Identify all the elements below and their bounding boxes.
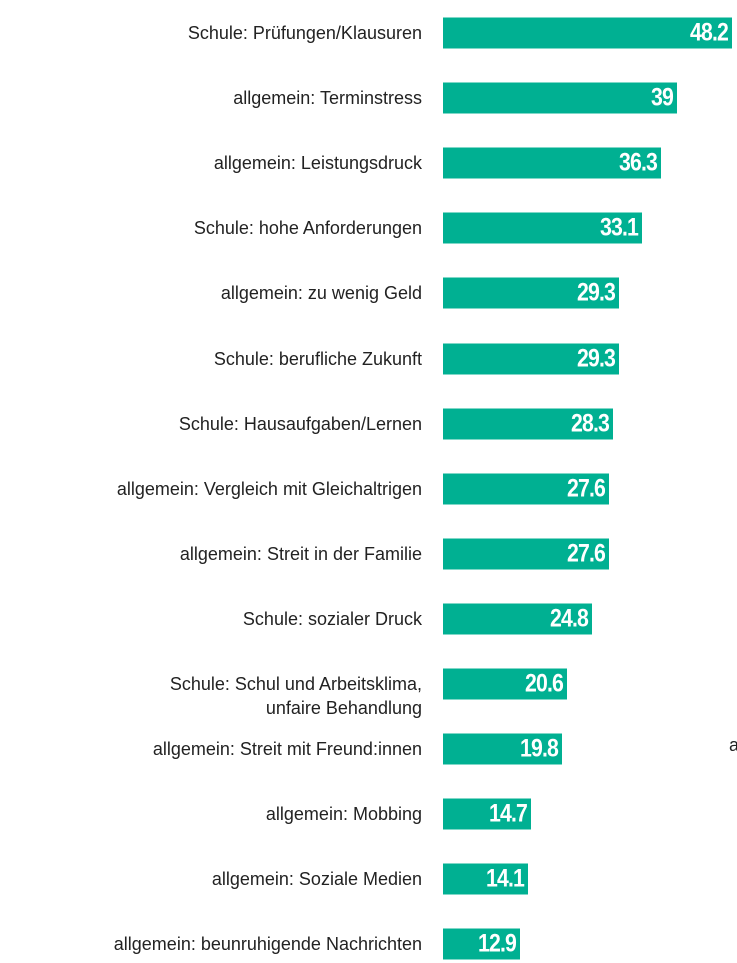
category-label: allgemein: Vergleich mit Gleichaltrigen — [116, 478, 422, 499]
category-label: Schule: hohe Anforderungen — [193, 218, 422, 239]
value-label: 14.7 — [489, 799, 528, 828]
category-label: allgemein: beunruhigende Nachrichten — [113, 934, 422, 955]
value-label: 48.2 — [690, 18, 729, 47]
bar — [443, 277, 619, 309]
category-label: allgemein: Mobbing — [265, 804, 422, 825]
value-label: 27.6 — [566, 539, 606, 568]
category-label: allgemein: Terminstress — [233, 88, 422, 109]
category-label: Schule: sozialer Druck — [242, 608, 422, 629]
bar — [443, 408, 613, 440]
bar — [443, 343, 619, 374]
bar — [443, 82, 677, 114]
bar — [443, 538, 609, 570]
value-label: 29.3 — [576, 344, 616, 372]
category-label: allgemein: Soziale Medien — [211, 869, 422, 890]
value-label: 33.1 — [599, 213, 639, 242]
category-label: Schule: Hausaufgaben/Lernen — [178, 413, 422, 434]
category-label: allgemein: Streit mit Freund:innen — [152, 739, 422, 760]
annotation: a — [729, 735, 737, 755]
value-label: 36.3 — [618, 148, 658, 177]
value-label: 28.3 — [570, 409, 610, 438]
value-label: 14.1 — [485, 864, 525, 893]
value-label: 27.6 — [566, 474, 606, 503]
bar — [443, 147, 661, 179]
bar — [443, 668, 567, 700]
bar — [443, 798, 532, 830]
value-label: 29.3 — [576, 278, 616, 307]
bar — [443, 17, 733, 49]
category-label: Schule: Prüfungen/Klausuren — [187, 23, 422, 43]
value-label: 39 — [651, 83, 674, 112]
value-label: 12.9 — [478, 929, 517, 958]
category-label: Schule: Schul und Arbeitsklima, unfaire … — [169, 674, 422, 718]
bar — [443, 733, 562, 765]
category-label: allgemein: zu wenig Geld — [220, 283, 422, 304]
category-label: allgemein: Streit in der Familie — [179, 543, 422, 564]
value-label: 19.8 — [519, 734, 559, 763]
category-label: Schule: berufliche Zukunft — [213, 348, 422, 369]
category-label: allgemein: Leistungsdruck — [213, 153, 422, 174]
value-label: 20.6 — [524, 669, 564, 698]
bar — [443, 473, 609, 505]
value-label: 24.8 — [549, 604, 589, 633]
bar — [443, 212, 642, 244]
bar — [443, 928, 521, 960]
bar — [443, 863, 528, 895]
bar — [443, 603, 592, 635]
